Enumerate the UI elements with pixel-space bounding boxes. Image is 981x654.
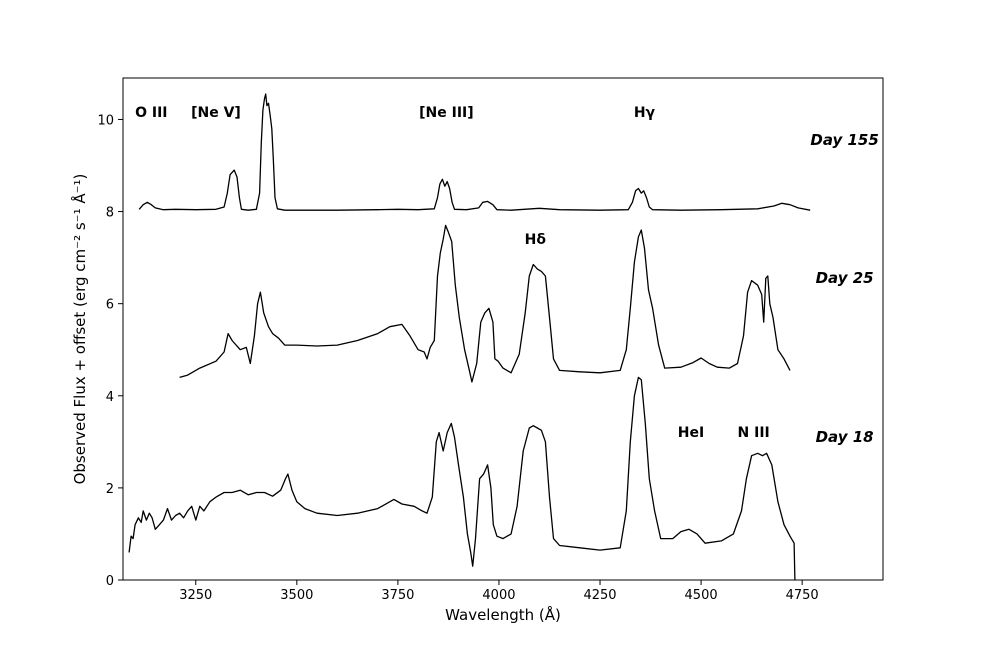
series-label-day-155: Day 155 bbox=[810, 131, 878, 149]
y-axis: 0 2 4 6 8 10 bbox=[97, 113, 123, 589]
x-tick-label: 3750 bbox=[381, 588, 414, 603]
series-line-day-18 bbox=[128, 376, 796, 581]
x-tick-label: 3250 bbox=[179, 588, 212, 603]
series-layer: Day 155 Day 25 Day 18 bbox=[128, 93, 879, 581]
y-tick-label: 4 bbox=[106, 390, 114, 405]
y-tick-label: 8 bbox=[106, 206, 114, 221]
series-line-day-155 bbox=[138, 93, 811, 211]
series-label-day-25: Day 25 bbox=[816, 269, 874, 287]
y-axis-label: Observed Flux + offset (erg cm⁻² s⁻¹ Å⁻¹… bbox=[70, 174, 89, 485]
y-tick-label: 6 bbox=[106, 298, 114, 313]
y-tick-label: 2 bbox=[106, 482, 114, 497]
line-annotation: Hδ bbox=[525, 232, 547, 248]
x-axis-label: Wavelength (Å) bbox=[445, 605, 561, 624]
x-axis: 3250 3500 3750 4000 4250 4500 4750 bbox=[179, 580, 819, 603]
x-tick-label: 3500 bbox=[280, 588, 313, 603]
series-line-day-25 bbox=[179, 224, 791, 383]
series-label-day-18: Day 18 bbox=[816, 428, 874, 446]
y-tick-label: 0 bbox=[106, 574, 114, 589]
line-annotation: HeI bbox=[678, 425, 704, 441]
x-tick-label: 4000 bbox=[482, 588, 515, 603]
line-annotation: [Ne III] bbox=[419, 105, 474, 121]
x-tick-label: 4500 bbox=[685, 588, 718, 603]
line-annotation: O III bbox=[135, 105, 167, 121]
x-tick-label: 4750 bbox=[786, 588, 819, 603]
line-annotation: Hγ bbox=[634, 105, 656, 121]
x-tick-label: 4250 bbox=[583, 588, 616, 603]
line-annotation: N III bbox=[738, 425, 770, 441]
annotation-layer: O III [Ne V] [Ne III] Hγ Hδ HeI N III bbox=[135, 105, 770, 441]
plot-frame bbox=[122, 77, 884, 581]
y-tick-label: 10 bbox=[97, 113, 114, 128]
line-annotation: [Ne V] bbox=[191, 105, 241, 121]
